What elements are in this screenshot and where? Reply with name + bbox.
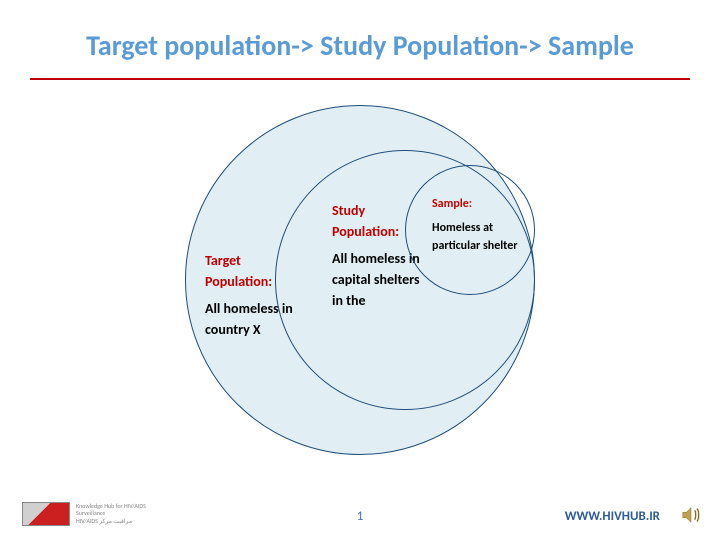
slide-title-area: Target population-> Study Population-> S…: [40, 28, 680, 63]
footer-url: WWW.HIVHUB.IR: [565, 509, 660, 524]
speaker-icon: [680, 504, 702, 526]
logo-icon: [22, 502, 70, 526]
logo-text-line3: HIV/AIDS مراقبت مرکز: [76, 518, 146, 525]
label-title-sample: Sample:: [432, 195, 532, 213]
slide-footer: Knowledge Hub for HIV/AIDS Surveillance …: [0, 496, 720, 526]
logo-block: Knowledge Hub for HIV/AIDS Surveillance …: [22, 502, 146, 526]
title-divider: [30, 78, 690, 80]
nested-circle-diagram: Target Population: All homeless in count…: [0, 100, 720, 480]
page-number: 1: [357, 509, 364, 524]
slide-title: Target population-> Study Population-> S…: [40, 28, 680, 63]
label-body-sample: Homeless at particular shelter: [432, 219, 532, 255]
logo-text: Knowledge Hub for HIV/AIDS Surveillance …: [76, 503, 146, 525]
label-sample: Sample: Homeless at particular shelter: [432, 195, 532, 255]
